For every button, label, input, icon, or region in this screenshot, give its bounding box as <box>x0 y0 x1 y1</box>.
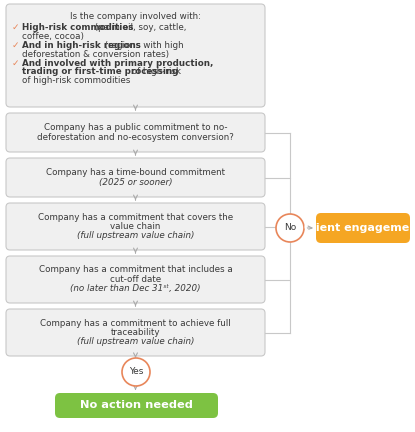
FancyBboxPatch shape <box>6 113 265 152</box>
Circle shape <box>276 214 304 242</box>
FancyBboxPatch shape <box>55 393 218 418</box>
Text: (no later than Dec 31ˢᵗ, 2020): (no later than Dec 31ˢᵗ, 2020) <box>70 285 201 293</box>
Text: ✓: ✓ <box>12 59 20 68</box>
Text: (2025 or sooner): (2025 or sooner) <box>99 178 172 187</box>
Text: trading or first-time processing: trading or first-time processing <box>22 67 178 76</box>
Text: traceability: traceability <box>111 328 160 337</box>
Text: of high-risk: of high-risk <box>129 67 181 76</box>
Text: Client engagement: Client engagement <box>304 223 415 233</box>
Text: No: No <box>284 223 296 232</box>
Text: Is the company involved with:: Is the company involved with: <box>70 12 201 21</box>
Text: Company has a time-bound commitment: Company has a time-bound commitment <box>46 168 225 177</box>
FancyBboxPatch shape <box>6 158 265 197</box>
Text: ✓: ✓ <box>12 23 20 32</box>
Text: Company has a commitment that covers the: Company has a commitment that covers the <box>38 213 233 222</box>
FancyBboxPatch shape <box>6 203 265 250</box>
FancyBboxPatch shape <box>316 213 410 243</box>
Text: of high-risk commodities: of high-risk commodities <box>22 76 130 85</box>
FancyBboxPatch shape <box>6 4 265 107</box>
Text: Yes: Yes <box>129 368 143 377</box>
Text: No action needed: No action needed <box>80 400 193 410</box>
Text: coffee, cocoa): coffee, cocoa) <box>22 32 84 41</box>
Text: deforestation and no-ecosystem conversion?: deforestation and no-ecosystem conversio… <box>37 133 234 142</box>
Text: (palm oil, soy, cattle,: (palm oil, soy, cattle, <box>93 23 187 32</box>
Text: High-risk commodities: High-risk commodities <box>22 23 134 32</box>
Text: (regions with high: (regions with high <box>103 41 184 50</box>
Text: deforestation & conversion rates): deforestation & conversion rates) <box>22 50 169 58</box>
Text: ✓: ✓ <box>12 41 20 50</box>
Text: value chain: value chain <box>110 222 161 231</box>
Text: Company has a commitment that includes a: Company has a commitment that includes a <box>39 266 232 274</box>
Text: And in high-risk regions: And in high-risk regions <box>22 41 141 50</box>
Text: Company has a commitment to achieve full: Company has a commitment to achieve full <box>40 318 231 327</box>
Text: Company has a public commitment to no-: Company has a public commitment to no- <box>44 123 227 132</box>
Text: (full upstream value chain): (full upstream value chain) <box>77 337 194 346</box>
Circle shape <box>122 358 150 386</box>
Text: And involved with primary production,: And involved with primary production, <box>22 59 213 68</box>
FancyBboxPatch shape <box>6 256 265 303</box>
Text: (full upstream value chain): (full upstream value chain) <box>77 232 194 241</box>
Text: cut-off date: cut-off date <box>110 275 161 284</box>
FancyBboxPatch shape <box>6 309 265 356</box>
